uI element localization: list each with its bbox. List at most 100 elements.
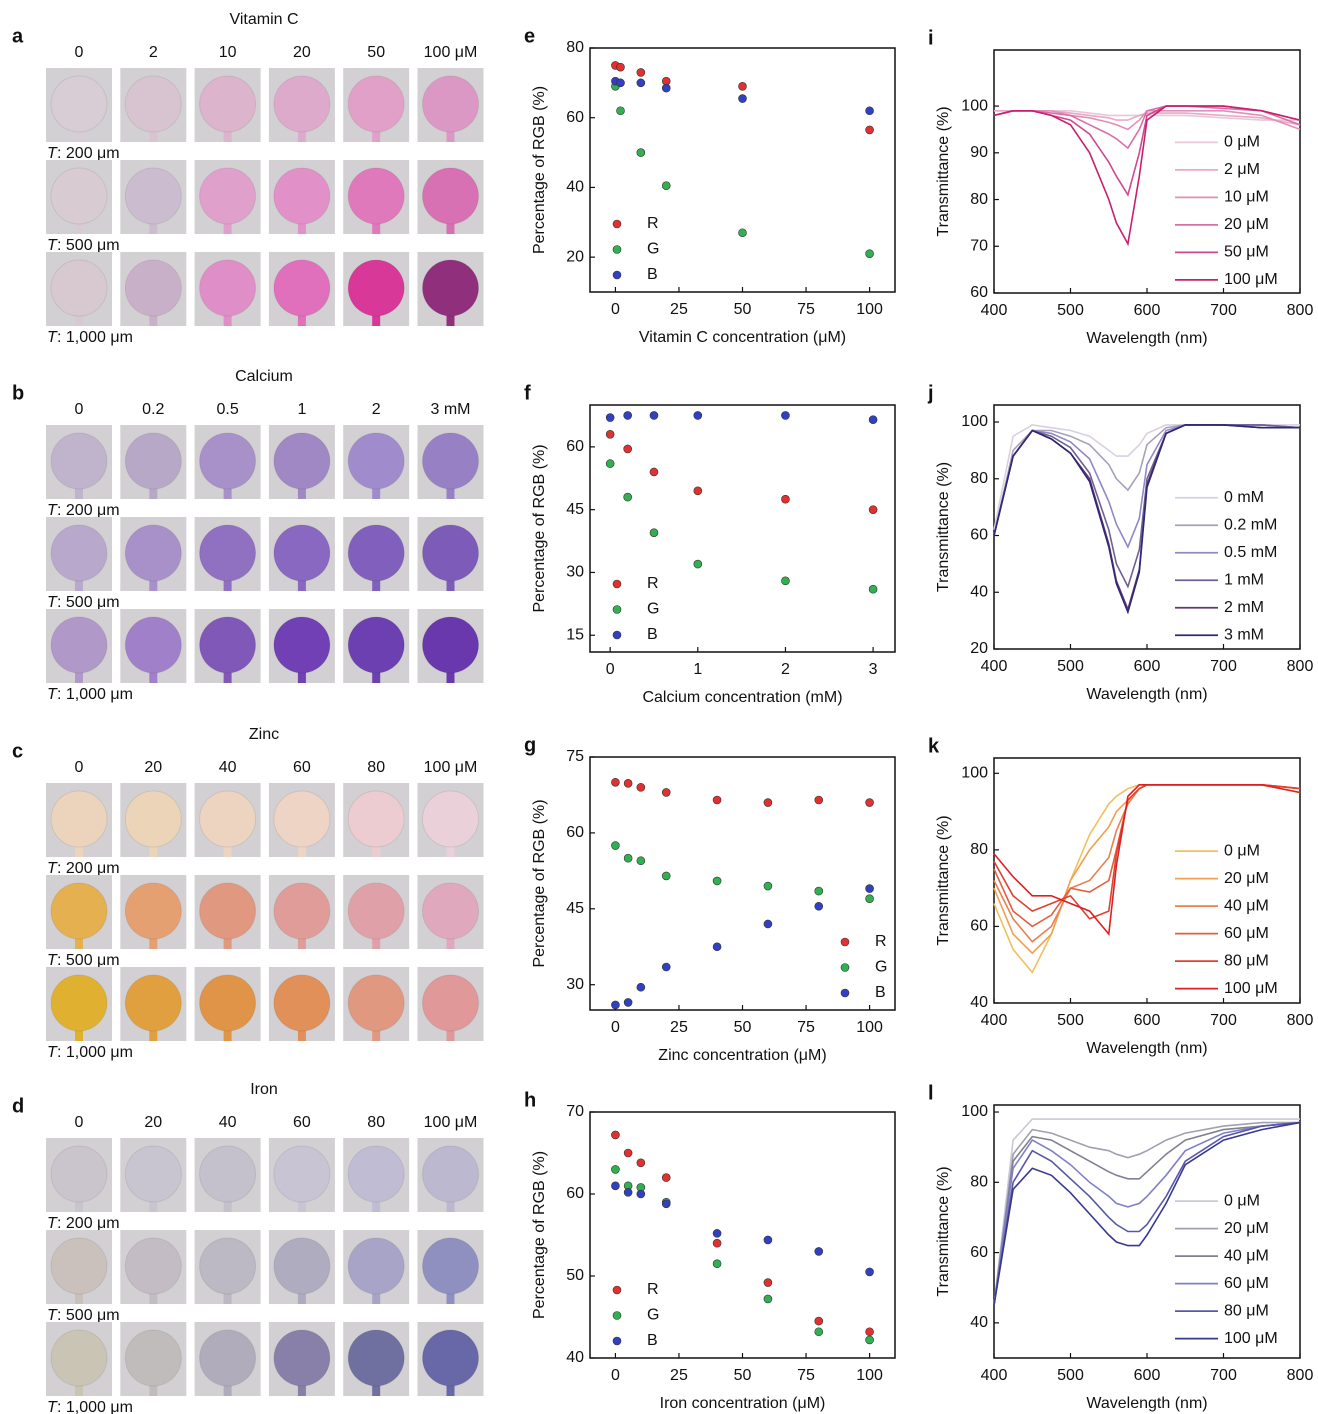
data-point bbox=[637, 79, 645, 87]
legend-marker bbox=[613, 271, 621, 279]
x-tick-label: 0 bbox=[606, 661, 615, 678]
data-point bbox=[866, 1336, 874, 1344]
legend-marker bbox=[613, 1312, 621, 1320]
data-point bbox=[650, 411, 658, 419]
data-point bbox=[611, 842, 619, 850]
legend-label: 0.5 mM bbox=[1224, 544, 1277, 561]
swatch bbox=[51, 883, 107, 939]
data-point bbox=[815, 887, 823, 895]
swatch bbox=[274, 260, 330, 316]
y-tick-label: 40 bbox=[970, 994, 988, 1011]
y-tick-label: 15 bbox=[566, 626, 584, 643]
data-point bbox=[637, 783, 645, 791]
swatch bbox=[200, 525, 256, 581]
swatch bbox=[348, 433, 404, 489]
x-axis-label: Wavelength (nm) bbox=[1086, 330, 1207, 347]
swatch bbox=[423, 76, 479, 132]
data-point bbox=[764, 882, 772, 890]
y-axis-label: Transmittance (%) bbox=[935, 462, 952, 592]
legend-marker bbox=[841, 938, 849, 946]
concentration-label: 80 bbox=[367, 1114, 385, 1131]
y-tick-label: 90 bbox=[970, 144, 988, 161]
data-point bbox=[713, 943, 721, 951]
concentration-label: 3 mM bbox=[431, 401, 471, 418]
swatch bbox=[274, 883, 330, 939]
data-point bbox=[866, 799, 874, 807]
panel-letter: d bbox=[12, 1095, 24, 1117]
data-point bbox=[866, 126, 874, 134]
y-tick-label: 80 bbox=[970, 841, 988, 858]
concentration-label: 60 bbox=[293, 1114, 311, 1131]
x-tick-label: 0 bbox=[611, 301, 620, 318]
swatch bbox=[125, 168, 181, 224]
x-tick-label: 500 bbox=[1057, 1012, 1084, 1029]
swatch bbox=[125, 883, 181, 939]
thickness-label: : 1,000 μm bbox=[57, 329, 133, 346]
data-point bbox=[617, 63, 625, 71]
data-point bbox=[624, 411, 632, 419]
y-tick-label: 60 bbox=[566, 824, 584, 841]
x-axis-label: Wavelength (nm) bbox=[1086, 1395, 1207, 1412]
panel-letter: k bbox=[928, 735, 940, 757]
legend-marker bbox=[613, 631, 621, 639]
swatch bbox=[423, 260, 479, 316]
legend-label: 20 μM bbox=[1224, 1220, 1269, 1237]
data-point bbox=[713, 1239, 721, 1247]
swatch bbox=[274, 1238, 330, 1294]
data-point bbox=[713, 877, 721, 885]
page: {"photo_panels":[ {"label":"a","title":"… bbox=[0, 0, 1318, 1414]
y-tick-label: 45 bbox=[566, 900, 584, 917]
legend-marker bbox=[613, 1286, 621, 1294]
spectrum-line bbox=[994, 785, 1300, 942]
data-point bbox=[624, 998, 632, 1006]
y-tick-label: 60 bbox=[566, 1185, 584, 1202]
thickness-label: : 200 μm bbox=[57, 1215, 120, 1232]
data-point bbox=[662, 1174, 670, 1182]
swatch bbox=[423, 791, 479, 847]
data-point bbox=[764, 1236, 772, 1244]
data-point bbox=[624, 854, 632, 862]
concentration-label: 0 bbox=[75, 759, 84, 776]
x-tick-label: 100 bbox=[856, 301, 883, 318]
data-point bbox=[866, 1268, 874, 1276]
data-point bbox=[869, 506, 877, 514]
x-tick-label: 700 bbox=[1210, 1367, 1237, 1384]
x-tick-label: 0 bbox=[611, 1367, 620, 1384]
data-point bbox=[739, 229, 747, 237]
concentration-label: 100 μM bbox=[424, 1114, 478, 1131]
x-tick-label: 50 bbox=[734, 1019, 752, 1036]
swatch bbox=[274, 76, 330, 132]
legend-label: 2 μM bbox=[1224, 161, 1260, 178]
swatch bbox=[423, 168, 479, 224]
x-axis-label: Wavelength (nm) bbox=[1086, 686, 1207, 703]
y-tick-label: 20 bbox=[566, 248, 584, 265]
x-tick-label: 400 bbox=[981, 1367, 1008, 1384]
concentration-label: 0 bbox=[75, 44, 84, 61]
legend-label: 100 μM bbox=[1224, 1330, 1278, 1347]
x-tick-label: 25 bbox=[670, 1019, 688, 1036]
data-point bbox=[662, 84, 670, 92]
x-tick-label: 700 bbox=[1210, 1012, 1237, 1029]
y-tick-label: 40 bbox=[970, 583, 988, 600]
swatch bbox=[125, 260, 181, 316]
swatch bbox=[200, 883, 256, 939]
swatch bbox=[125, 525, 181, 581]
legend-marker bbox=[613, 220, 621, 228]
data-point bbox=[764, 1295, 772, 1303]
concentration-label: 50 bbox=[367, 44, 385, 61]
data-point bbox=[650, 529, 658, 537]
concentration-label: 40 bbox=[219, 759, 237, 776]
thickness-label: : 500 μm bbox=[57, 237, 120, 254]
data-point bbox=[713, 1260, 721, 1268]
y-tick-label: 60 bbox=[970, 527, 988, 544]
swatch bbox=[274, 525, 330, 581]
data-point bbox=[611, 1001, 619, 1009]
concentration-label: 0.2 bbox=[142, 401, 164, 418]
y-tick-label: 40 bbox=[566, 179, 584, 196]
legend-label: 100 μM bbox=[1224, 980, 1278, 997]
y-tick-label: 75 bbox=[566, 748, 584, 765]
plot-frame bbox=[590, 1112, 895, 1358]
swatch bbox=[200, 76, 256, 132]
y-tick-label: 80 bbox=[970, 191, 988, 208]
concentration-label: 40 bbox=[219, 1114, 237, 1131]
